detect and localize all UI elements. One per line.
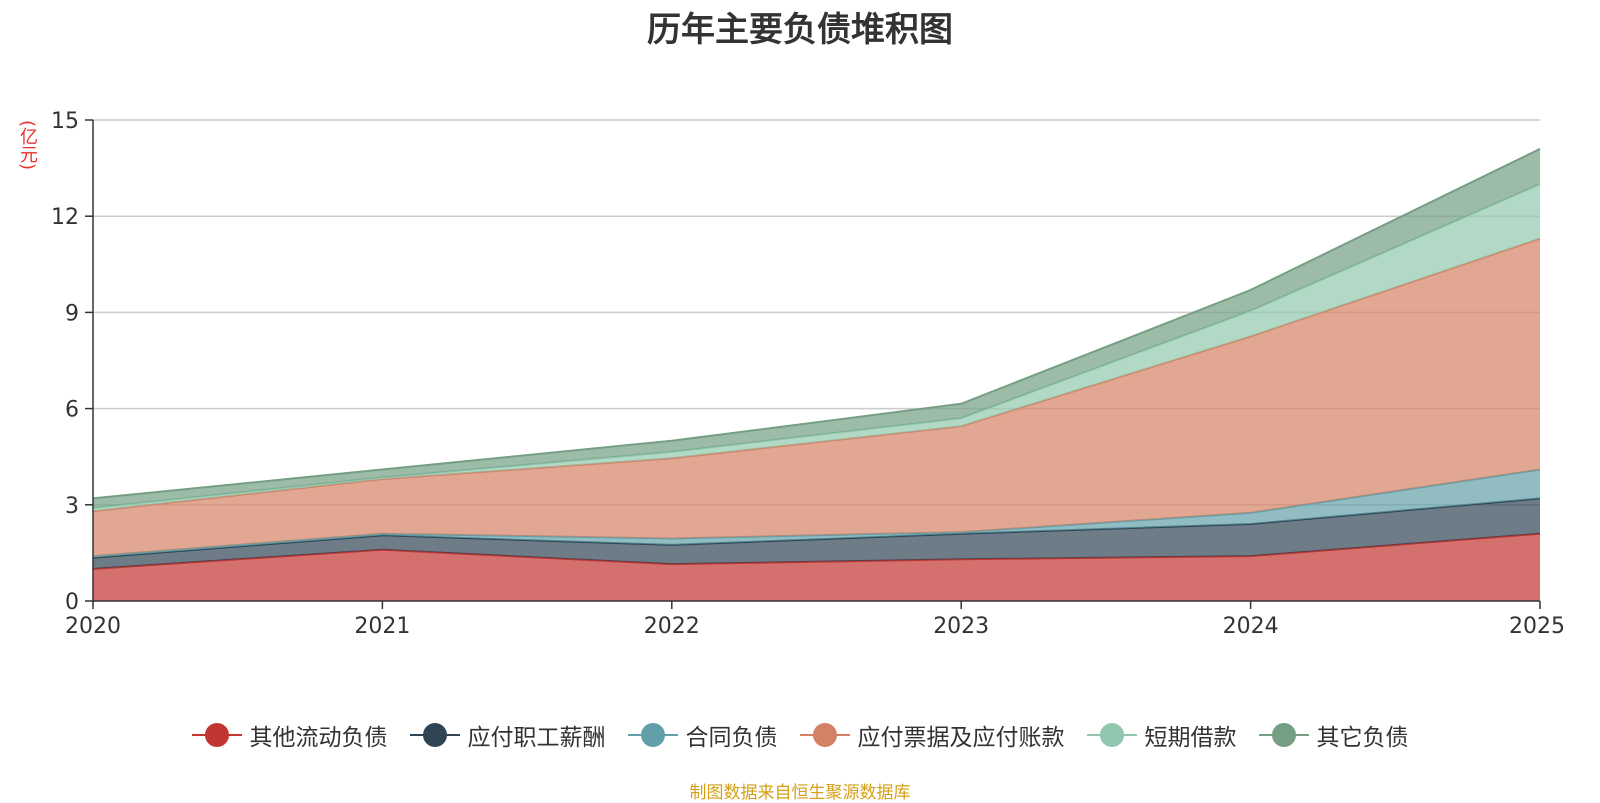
y-tick-label: 6: [65, 398, 79, 423]
axes: 0 3 6 9 12 15 2020 2021 2022 2023 2024 2025: [51, 109, 1565, 639]
x-tick-label: 2020: [65, 614, 121, 639]
legend-label: 应付职工薪酬: [467, 725, 606, 751]
area-series-应付职工薪酬: [93, 498, 1540, 569]
y-tick-label: 3: [65, 494, 79, 519]
legend-item[interactable]: 其他流动负债: [191, 718, 388, 752]
legend-item[interactable]: 应付职工薪酬: [409, 718, 606, 752]
legend-marker-icon: [627, 723, 678, 747]
area-series: [92, 148, 1541, 601]
legend-label: 合同负债: [685, 725, 778, 751]
source-note: 制图数据来自恒生聚源数据库: [689, 783, 911, 803]
y-tick-label: 0: [65, 590, 79, 615]
legend-label: 应付票据及应付账款: [857, 725, 1065, 751]
area-series-应付票据及应付账款: [93, 238, 1540, 557]
legend-label: 其他流动负债: [249, 725, 388, 751]
x-tick-label: 2022: [644, 614, 700, 639]
y-tick-label: 9: [65, 301, 79, 326]
y-axis-unit-label: (亿元): [17, 120, 38, 171]
x-tick-label: 2024: [1223, 614, 1279, 639]
legend-item[interactable]: 短期借款: [1086, 718, 1237, 752]
legend-item[interactable]: 合同负债: [627, 718, 778, 752]
chart-title: 历年主要负债堆积图: [647, 10, 953, 50]
series-line-其它负债: [92, 148, 1541, 500]
legend-item[interactable]: 应付票据及应付账款: [799, 718, 1065, 752]
y-tick-label: 15: [51, 109, 79, 134]
legend-marker-icon: [1258, 723, 1309, 747]
legend-marker-icon: [1086, 723, 1137, 747]
y-tick-label: 12: [51, 205, 79, 230]
legend-marker-icon: [799, 723, 850, 747]
legend-label: 其它负债: [1316, 725, 1409, 751]
legend-marker-icon: [191, 723, 242, 747]
x-tick-label: 2021: [354, 614, 410, 639]
legend-label: 短期借款: [1144, 725, 1237, 751]
x-tick-label: 2025: [1509, 614, 1565, 639]
area-series-其他流动负债: [93, 533, 1540, 601]
x-tick-label: 2023: [933, 614, 989, 639]
legend: 其他流动负债 应付职工薪酬 合同负债 应付票据及应付账款 短期借款 其它负债: [0, 718, 1600, 752]
legend-item[interactable]: 其它负债: [1258, 718, 1409, 752]
legend-marker-icon: [409, 723, 460, 747]
stacked-area-chart: 0 3 6 9 12 15 2020 2021 2022 2023 2024 2025: [51, 109, 1565, 639]
